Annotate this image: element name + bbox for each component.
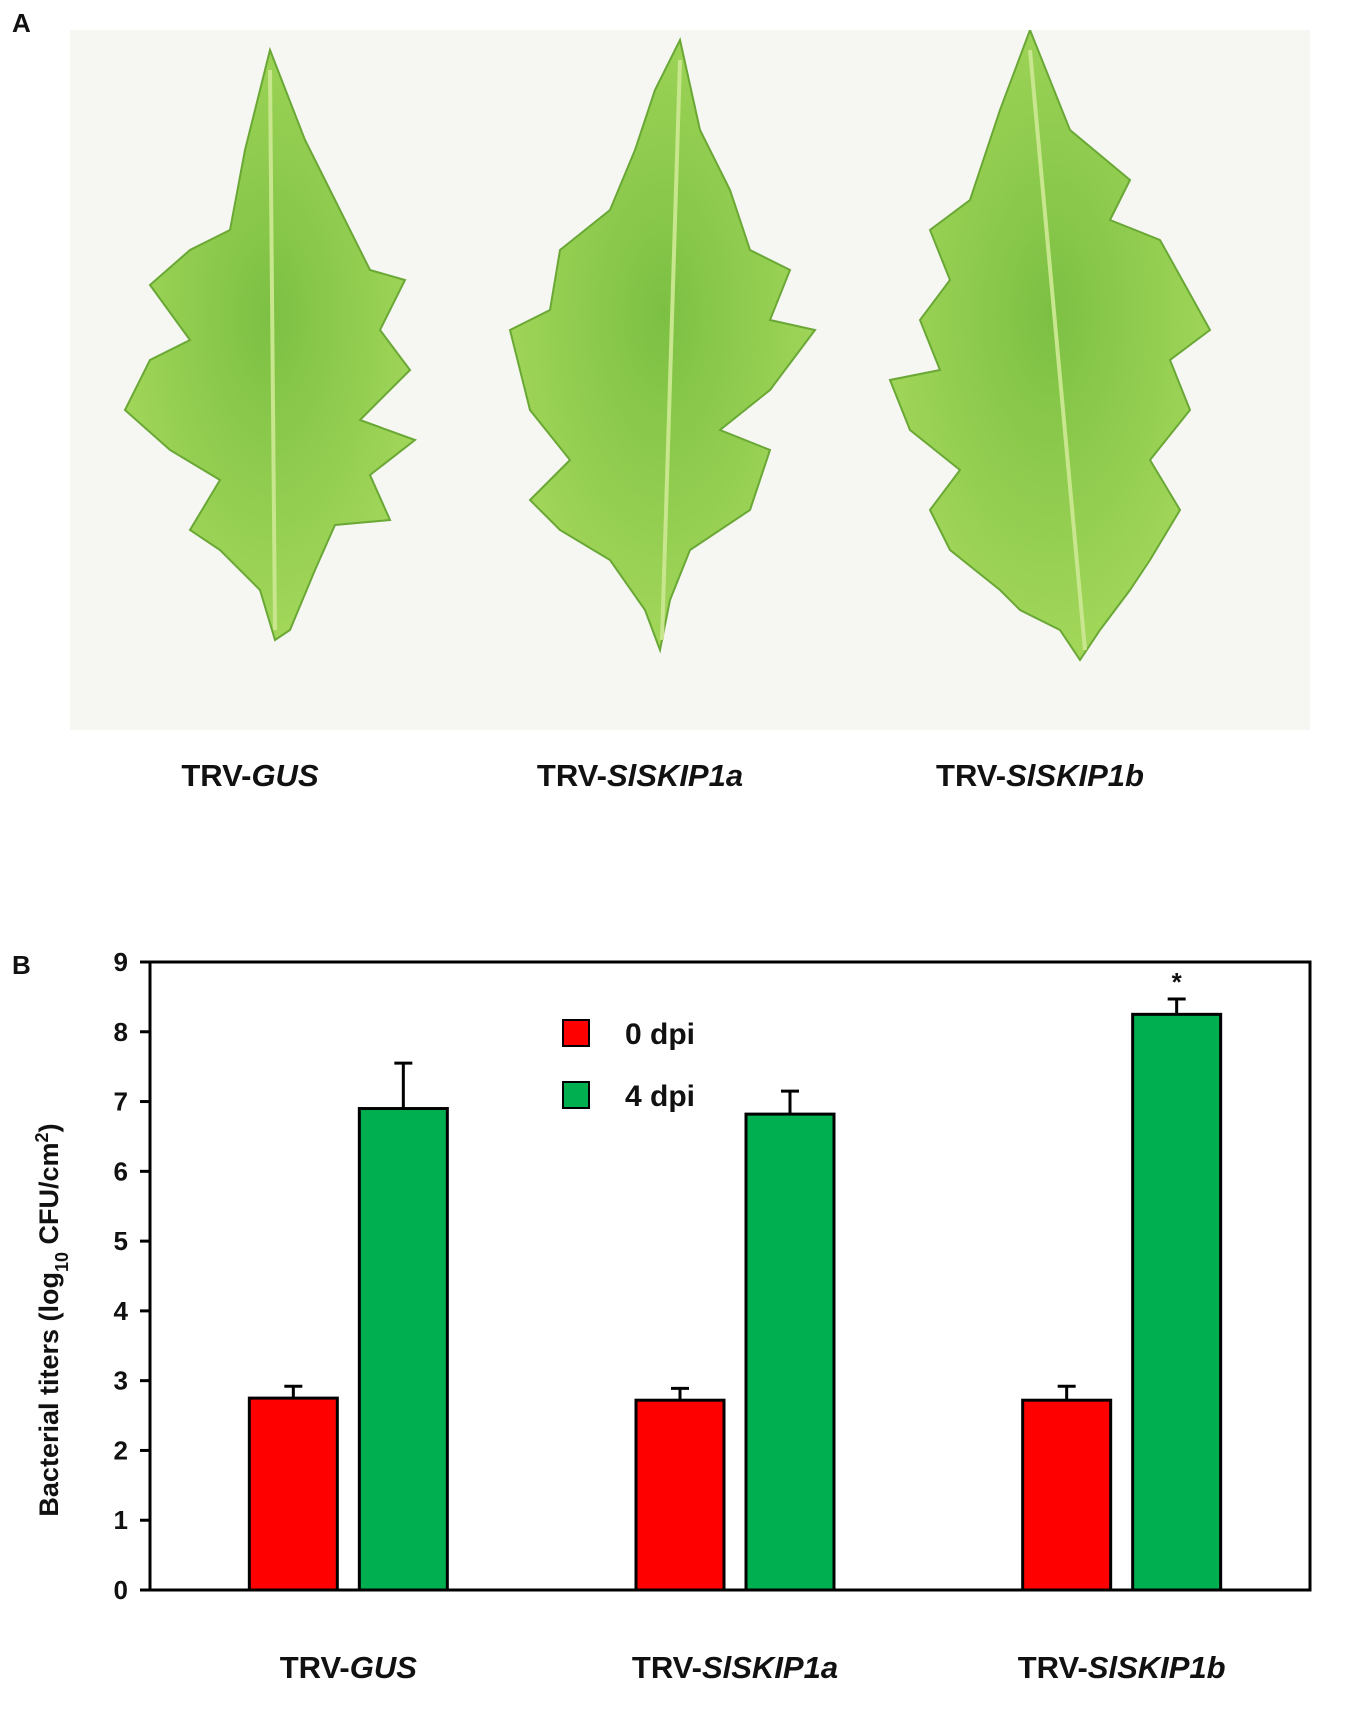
leaf-caption-gus: TRV-GUS bbox=[181, 758, 319, 793]
bar-0-dpi-2 bbox=[1021, 1398, 1113, 1592]
panel-b-label: B bbox=[12, 950, 31, 980]
y-tick-label: 0 bbox=[114, 1575, 128, 1605]
leaf-caption-slskip1b: TRV-SlSKIP1b bbox=[936, 758, 1144, 793]
y-tick-label: 4 bbox=[114, 1296, 129, 1326]
significance-mark: * bbox=[1172, 967, 1183, 997]
y-tick-label: 2 bbox=[114, 1435, 128, 1465]
panel-a-label: A bbox=[12, 8, 31, 38]
leaf-photo-panel bbox=[70, 27, 1310, 730]
bar-chart: 0 1 2 3 4 5 6 7 8 9 * TRV-GUS TRV-SlSKIP1a TRV-SlSK… bbox=[32, 947, 1312, 1685]
bar-4-dpi-1 bbox=[744, 1112, 836, 1592]
leaf-photo bbox=[123, 27, 1212, 662]
y-tick-label: 7 bbox=[114, 1087, 128, 1117]
bar-4-dpi-2 bbox=[1131, 1012, 1223, 1592]
y-tick-label: 3 bbox=[114, 1366, 128, 1396]
category-label-2: TRV-SlSKIP1b bbox=[1018, 1650, 1226, 1685]
y-axis: 0 1 2 3 4 5 6 7 8 9 bbox=[114, 947, 150, 1605]
leaf-gus bbox=[123, 46, 418, 642]
plot-area bbox=[148, 960, 1312, 1592]
legend-label-1: 4 dpi bbox=[625, 1080, 695, 1113]
bars: * bbox=[247, 967, 1223, 1592]
y-axis-label: Bacterial titers (log10 CFU/cm2) bbox=[32, 1123, 72, 1516]
y-tick-label: 8 bbox=[114, 1017, 128, 1047]
legend: 0 dpi 4 dpi bbox=[562, 1018, 695, 1113]
y-tick-label: 5 bbox=[114, 1226, 128, 1256]
leaf-slskip1b bbox=[888, 27, 1212, 662]
category-labels: TRV-GUS TRV-SlSKIP1a TRV-SlSKIP1b bbox=[280, 1650, 1226, 1685]
bar-0-dpi-1 bbox=[634, 1398, 726, 1592]
bar-0-dpi-0 bbox=[247, 1396, 339, 1592]
leaf-caption-slskip1a: TRV-SlSKIP1a bbox=[536, 758, 744, 793]
y-tick-label: 6 bbox=[114, 1156, 128, 1186]
category-label-1: TRV-SlSKIP1a bbox=[632, 1650, 838, 1685]
legend-swatch-1 bbox=[562, 1081, 590, 1109]
category-label-0: TRV-GUS bbox=[280, 1650, 418, 1685]
legend-swatch-0 bbox=[562, 1019, 590, 1047]
plot-frame bbox=[148, 960, 1312, 1592]
y-tick-label: 1 bbox=[114, 1505, 128, 1535]
y-tick-label: 9 bbox=[114, 947, 128, 977]
bar-4-dpi-0 bbox=[357, 1107, 449, 1592]
legend-label-0: 0 dpi bbox=[625, 1018, 695, 1051]
leaf-slskip1a bbox=[508, 37, 817, 654]
